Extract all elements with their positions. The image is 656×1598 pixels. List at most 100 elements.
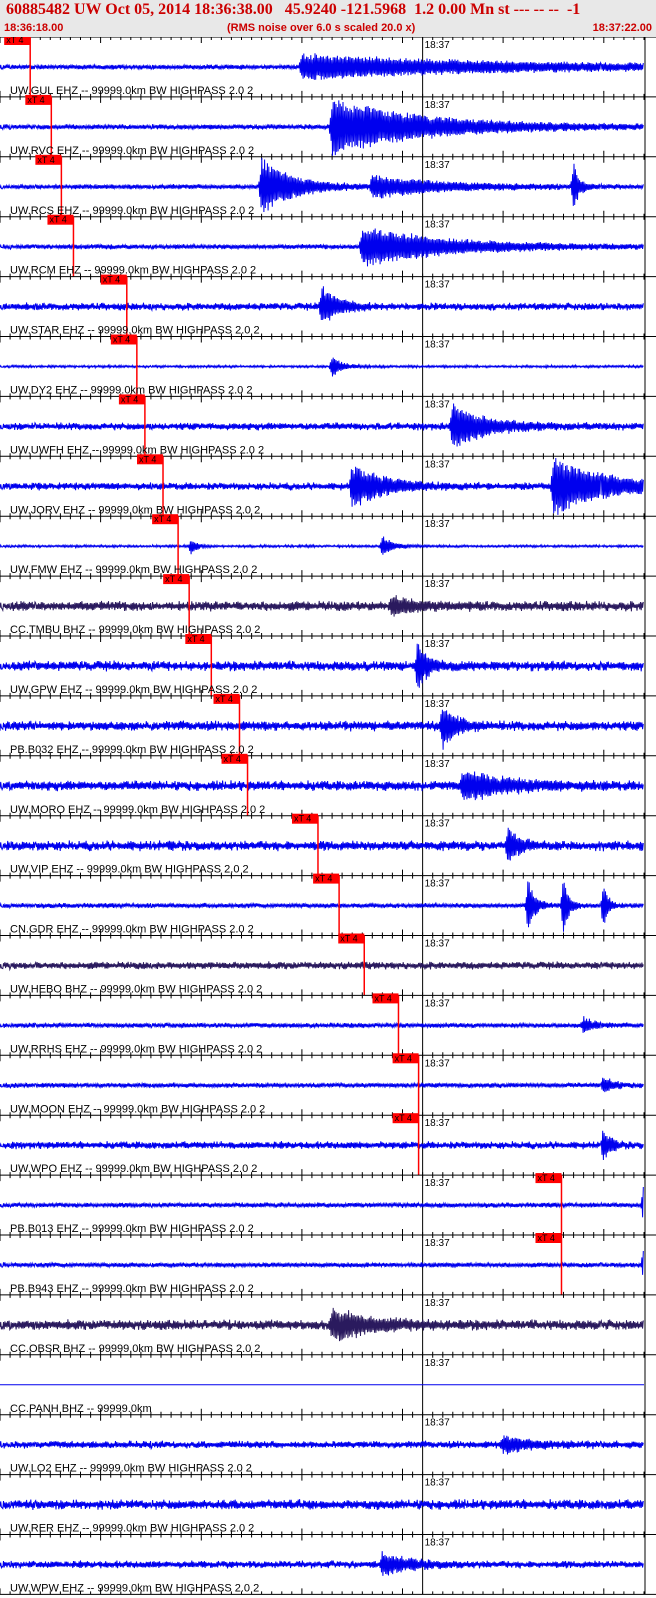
time-ticks — [0, 1235, 645, 1295]
pick-label: xT 4 — [537, 1233, 554, 1243]
minute-label: 18:37 — [425, 939, 450, 950]
pick-flag — [535, 1173, 562, 1184]
station-label: UW.RRHS EHZ -- 99999.0km BW HIGHPASS 2.0… — [10, 1043, 262, 1055]
pick-flag — [47, 214, 74, 225]
seismic-trace — [0, 1130, 644, 1161]
pick-flag — [25, 94, 52, 105]
seismic-trace — [0, 157, 644, 213]
minute-label: 18:37 — [425, 1298, 450, 1309]
pick-flag — [213, 693, 240, 704]
seismic-trace — [0, 1077, 644, 1093]
time-ticks — [0, 96, 645, 157]
pick-label: xT 4 — [340, 934, 357, 944]
minute-label: 18:37 — [425, 759, 450, 770]
pick-label: xT 4 — [215, 694, 232, 704]
minute-label: 18:37 — [425, 459, 450, 470]
station-label: PB.B943 EHZ -- 99999.0km BW HIGHPASS 2.0… — [10, 1283, 254, 1295]
station-label: PB.B013 EHZ -- 99999.0km BW HIGHPASS 2.0… — [10, 1223, 254, 1235]
minute-label: 18:37 — [425, 1538, 450, 1549]
pick-label: xT 4 — [315, 874, 332, 884]
seismic-trace — [0, 1186, 644, 1218]
minute-label: 18:37 — [425, 160, 450, 171]
minute-label: 18:37 — [425, 1418, 450, 1429]
event-title: 60885482 UW Oct 05, 2014 18:36:38.00 45.… — [6, 1, 581, 18]
pick-flag — [100, 274, 127, 285]
seismic-trace — [0, 53, 644, 80]
time-ticks — [0, 37, 645, 97]
time-ticks — [0, 336, 645, 397]
pick-label: xT 4 — [37, 155, 54, 165]
seismic-trace — [0, 771, 644, 801]
seismic-trace — [0, 286, 644, 321]
pick-flag — [152, 514, 179, 525]
seismic-trace — [0, 1499, 644, 1510]
pick-flag — [313, 873, 340, 884]
pick-flag — [372, 993, 399, 1004]
minute-label: 18:37 — [425, 220, 450, 231]
pick-flag — [392, 1113, 419, 1124]
pick-flag — [291, 813, 318, 824]
station-label: CC.PANH BHZ -- 99999.0km — [10, 1403, 152, 1415]
minute-label: 18:37 — [425, 639, 450, 650]
minute-label: 18:37 — [425, 998, 450, 1009]
station-label: UW.WPO EHZ -- 99999.0km BW HIGHPASS 2.0 … — [10, 1163, 257, 1175]
time-ticks — [0, 995, 645, 1056]
station-label: PB.B032 EHZ -- 99999.0km BW HIGHPASS 2.0… — [10, 744, 254, 756]
pick-flag — [535, 1233, 562, 1243]
time-ticks — [0, 1534, 645, 1595]
time-ticks — [0, 276, 645, 337]
pick-label: xT 4 — [374, 993, 391, 1003]
station-label: UW.UWFH EHZ -- 99999.0km BW HIGHPASS 2.0… — [10, 444, 264, 456]
station-label: CC.OBSR BHZ -- 99999.0km BW HIGHPASS 2.0… — [10, 1343, 260, 1355]
station-label: UW.WPW EHZ -- 99999.0km BW HIGHPASS 2.0 … — [10, 1583, 259, 1595]
minute-label: 18:37 — [425, 519, 450, 530]
pick-label: xT 4 — [224, 754, 241, 764]
time-ticks — [0, 815, 645, 876]
minute-label: 18:37 — [425, 340, 450, 351]
pick-label: xT 4 — [395, 1053, 412, 1063]
station-label: UW.JORV EHZ -- 99999.0km BW HIGHPASS 2.0… — [10, 504, 260, 516]
station-label: UW.DY2 EHZ -- 99999.0km BW HIGHPASS 2.0 … — [10, 385, 252, 397]
seismic-trace — [0, 357, 644, 377]
pick-label: xT 4 — [187, 634, 204, 644]
minute-label: 18:37 — [425, 280, 450, 291]
pick-label: xT 4 — [103, 275, 120, 285]
seismic-trace — [0, 1307, 644, 1342]
seismic-trace — [0, 536, 644, 555]
station-label: UW.LO2 EHZ -- 99999.0km BW HIGHPASS 2.0 … — [10, 1463, 252, 1475]
seismic-trace — [0, 643, 644, 688]
pick-label: xT 4 — [139, 454, 156, 464]
seismic-trace — [0, 960, 644, 972]
station-label: UW.MORO EHZ -- 99999.0km BW HIGHPASS 2.0… — [10, 804, 265, 816]
minute-label: 18:37 — [425, 699, 450, 710]
station-label: UW.RER EHZ -- 99999.0km BW HIGHPASS 2.0 … — [10, 1523, 254, 1535]
seismic-trace — [0, 595, 644, 617]
time-ticks — [0, 156, 645, 217]
pick-label: xT 4 — [49, 215, 66, 225]
station-label: CC.TMBU BHZ -- 99999.0km BW HIGHPASS 2.0… — [10, 624, 260, 636]
time-ticks — [0, 1294, 645, 1355]
minute-label: 18:37 — [425, 40, 450, 51]
seismic-trace — [0, 403, 644, 447]
pick-label: xT 4 — [537, 1173, 554, 1183]
end-time-label: 18:37:22.00 — [592, 22, 652, 34]
minute-label: 18:37 — [425, 100, 450, 111]
event-header: 60885482 UW Oct 05, 2014 18:36:38.00 45.… — [0, 0, 656, 38]
station-label: UW.RVC EHZ -- 99999.0km BW HIGHPASS 2.0 … — [10, 145, 254, 157]
time-ticks — [0, 695, 645, 756]
minute-label: 18:37 — [425, 1238, 450, 1249]
start-time-label: 18:36:18.00 — [4, 22, 64, 34]
seismic-trace — [0, 827, 644, 861]
minute-label: 18:37 — [425, 1058, 450, 1069]
minute-label: 18:37 — [425, 399, 450, 410]
time-ticks — [0, 1354, 645, 1415]
pick-flag — [118, 394, 145, 405]
pick-flag — [185, 634, 212, 644]
seismic-trace — [0, 457, 644, 515]
station-label: UW.FMW EHZ -- 99999.0km BW HIGHPASS 2.0 … — [10, 564, 257, 576]
time-ticks — [0, 755, 645, 816]
pick-label: xT 4 — [154, 514, 171, 524]
station-label: UW.RCM EHZ -- 99999.0km BW HIGHPASS 2.0 … — [10, 265, 256, 277]
pick-label: xT 4 — [395, 1113, 412, 1123]
time-ticks — [0, 1175, 645, 1235]
